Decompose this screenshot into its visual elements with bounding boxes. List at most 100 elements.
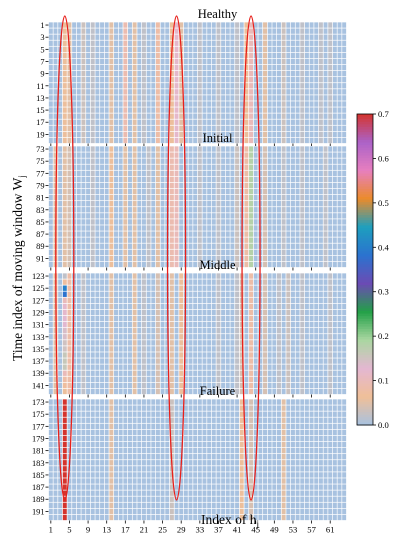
heatmap-cell (332, 83, 337, 89)
heatmap-cell (81, 370, 86, 376)
heatmap-cell (239, 137, 244, 144)
heatmap-cell (109, 364, 114, 370)
heatmap-cell (165, 113, 170, 119)
heatmap-cell (337, 423, 342, 430)
heatmap-cell (197, 58, 202, 65)
heatmap-cell (216, 447, 221, 454)
heatmap-cell (114, 52, 118, 59)
heatmap-cell (76, 137, 81, 144)
heatmap-cell (174, 231, 179, 237)
heatmap-cell (328, 321, 333, 328)
heatmap-cell (225, 382, 230, 389)
heatmap-cell (118, 58, 123, 65)
heatmap-cell (207, 405, 212, 411)
heatmap-cell (165, 340, 170, 346)
heatmap-cell (258, 472, 263, 478)
heatmap-cell (132, 219, 137, 225)
heatmap-cell (304, 164, 309, 170)
heatmap-cell (109, 201, 114, 207)
heatmap-cell (137, 146, 142, 152)
heatmap-cell (211, 137, 216, 144)
heatmap-cell (304, 225, 309, 231)
heatmap-cell (81, 137, 86, 144)
heatmap-cell (114, 370, 118, 376)
heatmap-cell (169, 472, 174, 478)
heatmap-cell (323, 352, 328, 358)
heatmap-cell (72, 466, 77, 472)
heatmap-cell (183, 182, 188, 189)
heatmap-cell (123, 423, 128, 430)
heatmap-cell (323, 405, 328, 411)
heatmap-cell (295, 435, 300, 442)
heatmap-cell (318, 249, 323, 255)
heatmap-cell (244, 188, 249, 195)
heatmap-cell (90, 309, 95, 316)
heatmap-cell (211, 435, 216, 442)
heatmap-cell (62, 321, 67, 328)
heatmap-cell (123, 95, 128, 101)
heatmap-cell (314, 52, 319, 59)
heatmap-cell (114, 472, 118, 478)
heatmap-cell (81, 340, 86, 346)
heatmap-cell (76, 255, 81, 262)
heatmap-cell (216, 22, 221, 28)
heatmap-cell (118, 279, 123, 285)
heatmap-cell (48, 441, 53, 448)
heatmap-cell (221, 146, 226, 152)
heatmap-cell (328, 194, 333, 201)
heatmap-cell (90, 146, 95, 152)
heatmap-cell (342, 101, 347, 107)
heatmap-cell (235, 279, 240, 285)
heatmap-cell (169, 309, 174, 316)
heatmap-cell (244, 370, 249, 376)
heatmap-cell (151, 52, 156, 59)
heatmap-cell (272, 364, 277, 370)
heatmap-cell (193, 346, 198, 352)
heatmap-cell (155, 164, 160, 170)
heatmap-cell (290, 22, 295, 28)
heatmap-cell (146, 28, 151, 34)
heatmap-cell (328, 201, 333, 207)
heatmap-cell (72, 411, 77, 417)
heatmap-cell (179, 417, 184, 423)
heatmap-cell (272, 279, 277, 285)
heatmap-cell (300, 58, 305, 65)
heatmap-cell (86, 158, 91, 164)
heatmap-cell (300, 152, 305, 158)
heatmap-cell (48, 297, 53, 304)
heatmap-cell (304, 170, 309, 177)
heatmap-cell (211, 58, 216, 65)
heatmap-cell (188, 261, 193, 268)
heatmap-cell (86, 328, 91, 334)
heatmap-cell (263, 52, 267, 59)
heatmap-cell (76, 201, 81, 207)
heatmap-cell (267, 340, 272, 346)
heatmap-cell (207, 454, 212, 460)
heatmap-cell (151, 158, 156, 164)
heatmap-cell (58, 164, 63, 170)
heatmap-cell (104, 273, 109, 279)
heatmap-cell (202, 321, 207, 328)
heatmap-cell (81, 28, 86, 34)
heatmap-cell (225, 95, 230, 101)
heatmap-cell (100, 279, 105, 285)
heatmap-cell (48, 158, 53, 164)
heatmap-cell (193, 95, 198, 101)
heatmap-cell (90, 170, 95, 177)
heatmap-cell (263, 466, 267, 472)
heatmap-cell (207, 309, 212, 316)
heatmap-cell (197, 64, 202, 71)
heatmap-cell (160, 182, 165, 189)
heatmap-cell (304, 182, 309, 189)
heatmap-cell (53, 328, 58, 334)
heatmap-cell (221, 101, 226, 107)
heatmap-cell (267, 466, 272, 472)
heatmap-cell (146, 435, 151, 442)
heatmap-cell (309, 273, 314, 279)
heatmap-cell (211, 113, 216, 119)
heatmap-cell (230, 225, 235, 231)
heatmap-cell (165, 429, 170, 436)
heatmap-cell (211, 370, 216, 376)
heatmap-cell (323, 219, 328, 225)
heatmap-cell (328, 28, 333, 34)
